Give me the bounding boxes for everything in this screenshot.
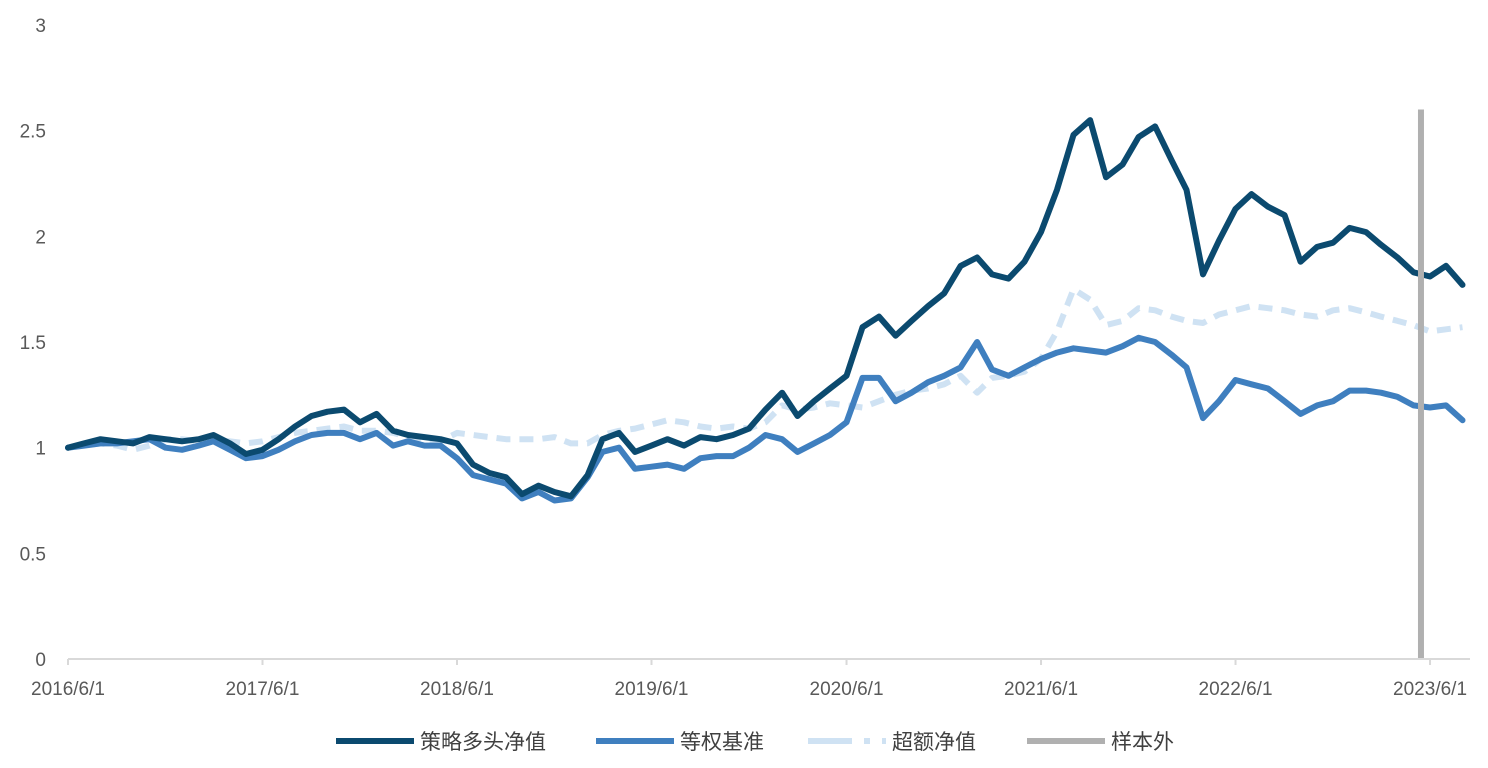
legend-label: 等权基准 [680, 730, 764, 754]
legend-label: 超额净值 [892, 730, 976, 754]
y-tick-label: 2 [35, 227, 46, 248]
series-line-3 [67, 286, 1463, 453]
series-line-2 [65, 334, 1466, 504]
y-tick-label: 1.5 [20, 333, 46, 354]
series-line-1 [65, 117, 1466, 500]
y-tick-label: 3 [35, 16, 46, 37]
y-tick-label: 1 [35, 439, 46, 460]
x-tick-label: 2016/6/1 [31, 679, 105, 700]
x-tick-label: 2017/6/1 [226, 679, 300, 700]
x-tick-label: 2023/6/1 [1393, 679, 1467, 700]
x-tick-label: 2021/6/1 [1004, 679, 1078, 700]
legend-label: 策略多头净值 [420, 730, 546, 754]
x-axis-ticks: 2016/6/1 2017/6/1 2018/6/1 2019/6/1 2020/6/1… [31, 659, 1467, 700]
x-tick-label: 2020/6/1 [810, 679, 884, 700]
plot-area [65, 109, 1466, 659]
y-tick-label: 2.5 [20, 122, 46, 143]
y-tick-label: 0.5 [20, 544, 46, 565]
legend: 策略多头净值 等权基准 超额净值 样本外 [336, 730, 1174, 754]
x-tick-label: 2018/6/1 [420, 679, 494, 700]
x-tick-label: 2019/6/1 [615, 679, 689, 700]
y-tick-label: 0 [35, 650, 46, 671]
y-axis-ticks: 0 0.5 1 1.5 2 2.5 3 [20, 16, 46, 671]
legend-label: 样本外 [1111, 730, 1174, 754]
x-tick-label: 2022/6/1 [1199, 679, 1273, 700]
